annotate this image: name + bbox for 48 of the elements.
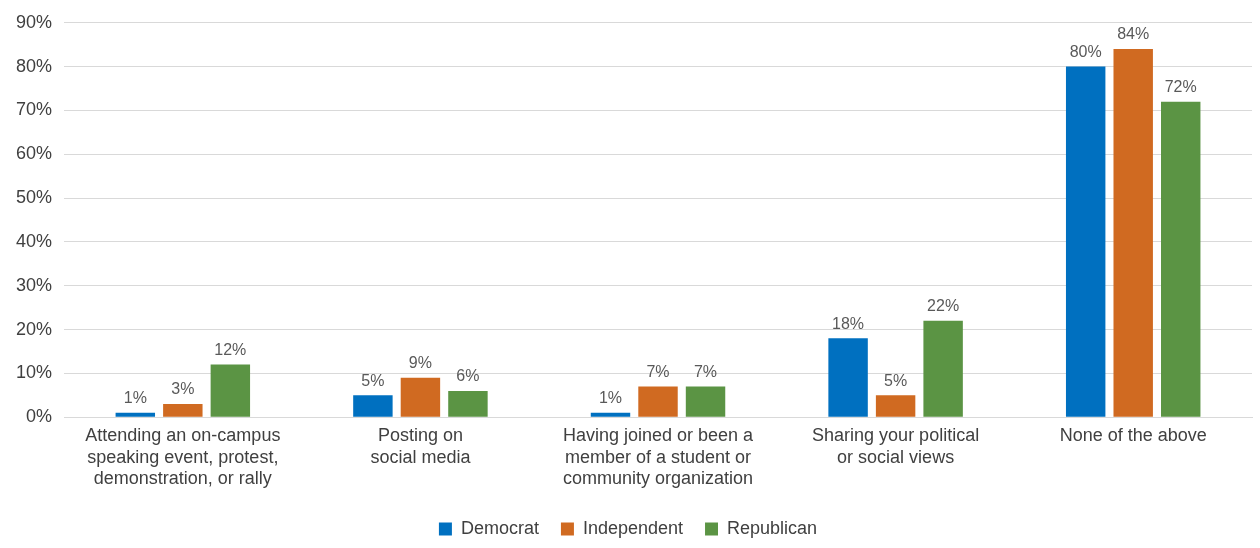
x-tick-label: Attending an on-campus speaking event, protest, demonstration, or rally	[85, 424, 281, 489]
x-tick-label: Having joined or been a member of a student or community organization	[562, 424, 755, 489]
bar	[638, 386, 678, 417]
data-label: 7%	[693, 362, 718, 380]
data-label: 22%	[927, 297, 960, 315]
y-tick-label: 80%	[16, 55, 53, 76]
bar	[923, 320, 963, 417]
bar	[828, 338, 868, 417]
x-tick-label: Posting on social media	[370, 424, 472, 467]
bar	[163, 404, 203, 417]
data-label: 6%	[456, 367, 480, 385]
y-tick-label: 40%	[16, 230, 53, 251]
bar	[1113, 49, 1153, 417]
x-tick-label: Sharing your political or social views	[812, 424, 980, 467]
bar	[1065, 66, 1106, 417]
data-label: 1%	[598, 389, 623, 407]
y-tick-label: 20%	[16, 318, 53, 339]
x-tick-label: None of the above	[1059, 424, 1207, 445]
bar	[353, 395, 393, 417]
bar	[1161, 101, 1201, 417]
y-tick-label: 60%	[16, 143, 53, 164]
data-label: 5%	[884, 371, 908, 389]
bar	[875, 395, 916, 417]
bar	[590, 412, 631, 417]
data-label: 3%	[171, 380, 195, 398]
legend-label: Independent	[582, 517, 684, 538]
data-label: 72%	[1164, 78, 1197, 96]
data-label: 84%	[1117, 25, 1150, 43]
data-label: 7%	[646, 362, 670, 380]
y-tick-label: 70%	[16, 99, 53, 120]
bar	[115, 412, 156, 417]
bar	[400, 377, 441, 417]
legend-label: Republican	[727, 517, 818, 538]
bar	[210, 364, 251, 417]
data-label: 1%	[123, 389, 147, 407]
y-tick-label: 90%	[16, 11, 53, 32]
legend-label: Democrat	[460, 517, 539, 538]
data-label: 12%	[214, 341, 247, 359]
data-label: 9%	[408, 354, 432, 372]
bar	[448, 390, 488, 417]
y-tick-label: 50%	[16, 187, 53, 208]
data-label: 5%	[361, 371, 385, 389]
y-tick-label: 10%	[16, 362, 53, 383]
y-tick-label: 0%	[26, 406, 53, 427]
data-label: 80%	[1069, 43, 1102, 61]
data-label: 18%	[832, 314, 865, 332]
bar	[685, 386, 726, 417]
y-tick-label: 30%	[16, 274, 53, 295]
